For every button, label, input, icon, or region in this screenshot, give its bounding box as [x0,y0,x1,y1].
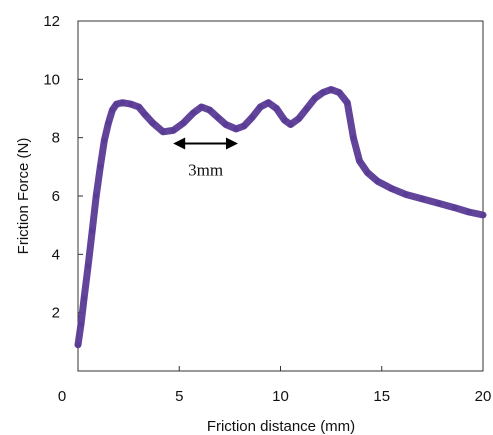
arrow-left-head [173,137,186,150]
x-tick-label: 5 [175,388,183,405]
x-tick-label: 10 [272,388,289,405]
data-point [214,114,221,121]
data-point [356,158,363,164]
data-point [374,178,381,185]
data-point [127,101,134,107]
y-tick-label: 2 [52,305,60,322]
data-point [241,123,247,129]
x-axis-ticks: 0 5 10 15 20 [58,366,492,405]
data-point [89,228,95,234]
data-point [304,105,310,112]
y-tick-label: 6 [52,188,60,205]
data-point [466,209,472,215]
data-point [295,115,302,122]
data-point [109,107,116,113]
data-point [78,321,84,328]
data-point [170,127,176,134]
data-point [75,341,81,348]
data-point [451,204,458,211]
data-point [223,121,229,128]
data-point [287,121,294,128]
data-point [364,169,371,176]
data-point [97,164,104,170]
data-point [101,137,108,144]
data-point [389,185,395,192]
plot-area: 2 4 6 8 10 12 0 5 10 15 20 3mm [43,13,491,405]
data-point [312,95,318,102]
data-point [419,196,426,202]
annotation-label: 3mm [188,161,223,180]
data-point [119,99,126,106]
data-point [350,134,357,141]
data-point [265,99,272,106]
data-point [105,120,112,126]
y-tick-label: 8 [52,130,60,147]
y-tick-label: 10 [43,71,60,88]
data-point [93,193,100,199]
data-point [142,111,148,118]
data-point [480,212,486,218]
distance-annotation: 3mm [173,137,238,180]
data-point [233,126,239,132]
data-point [206,107,213,113]
data-point [113,101,120,107]
data-point [190,110,197,116]
data-point [281,117,288,123]
data-point [135,104,142,110]
data-point [198,104,205,110]
x-tick-label: 20 [475,388,492,405]
data-point [273,105,280,112]
data-point [403,191,409,198]
data-point [336,89,343,96]
x-axis-title: Friction distance (mm) [207,418,355,435]
data-point [160,129,166,135]
arrow-right-head [225,137,238,150]
x-tick-label: 15 [373,388,390,405]
data-point [435,200,442,207]
data-point [257,104,264,110]
data-point [81,295,87,301]
x-tick-label: 0 [58,388,66,405]
data-point [180,120,187,126]
data-point [150,120,156,126]
data-point [344,99,351,106]
data-point [328,86,334,93]
data-point [249,114,255,121]
y-tick-label: 4 [52,246,60,263]
data-point [85,263,91,269]
axis-titles: Friction distance (mm) Friction Force (N… [15,138,355,435]
y-tick-label: 12 [43,13,60,30]
friction-force-series [74,86,487,349]
data-point [320,89,326,96]
y-axis-ticks: 2 4 6 8 10 12 [43,13,83,322]
y-axis-title: Friction Force (N) [15,138,32,255]
